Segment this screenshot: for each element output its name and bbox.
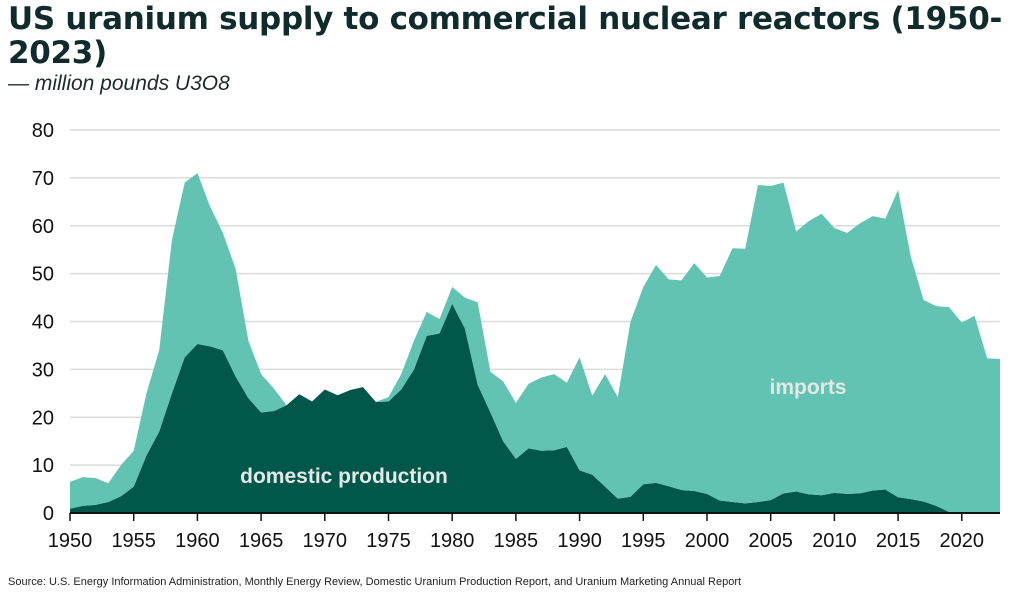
x-tick-label: 1985 — [494, 530, 539, 552]
x-tick-label: 1980 — [430, 530, 475, 552]
x-tick-label: 1950 — [48, 530, 93, 552]
x-tick-label: 1955 — [111, 530, 156, 552]
area-imports — [70, 173, 1000, 513]
y-tick-label: 50 — [32, 264, 54, 286]
x-tick-label: 2000 — [685, 530, 730, 552]
series-label-domestic: domestic production — [240, 465, 448, 488]
x-tick-label: 2005 — [748, 530, 793, 552]
x-tick-label: 1965 — [239, 530, 284, 552]
series-label-imports: imports — [769, 376, 846, 399]
chart-subtitle: — million pounds U3O8 — [8, 72, 230, 95]
x-tick-label: 1995 — [621, 530, 666, 552]
y-tick-label: 70 — [32, 168, 54, 190]
y-tick-label: 40 — [32, 312, 54, 334]
x-tick-label: 2020 — [940, 530, 985, 552]
y-tick-label: 20 — [32, 407, 54, 429]
y-tick-label: 80 — [32, 120, 54, 142]
area-domestic-production — [70, 303, 1000, 513]
x-tick-label: 2015 — [876, 530, 921, 552]
x-tick-label: 1975 — [366, 530, 411, 552]
x-tick-label: 1990 — [557, 530, 602, 552]
y-tick-label: 60 — [32, 216, 54, 238]
y-tick-label: 30 — [32, 359, 54, 381]
x-tick-label: 2010 — [812, 530, 857, 552]
x-tick-label: 1970 — [303, 530, 348, 552]
y-tick-label: 10 — [32, 455, 54, 477]
chart-title: US uranium supply to commercial nuclear … — [8, 1, 1003, 71]
x-tick-label: 1960 — [175, 530, 220, 552]
y-tick-label: 0 — [43, 503, 54, 525]
source-note: Source: U.S. Energy Information Administ… — [8, 576, 742, 588]
